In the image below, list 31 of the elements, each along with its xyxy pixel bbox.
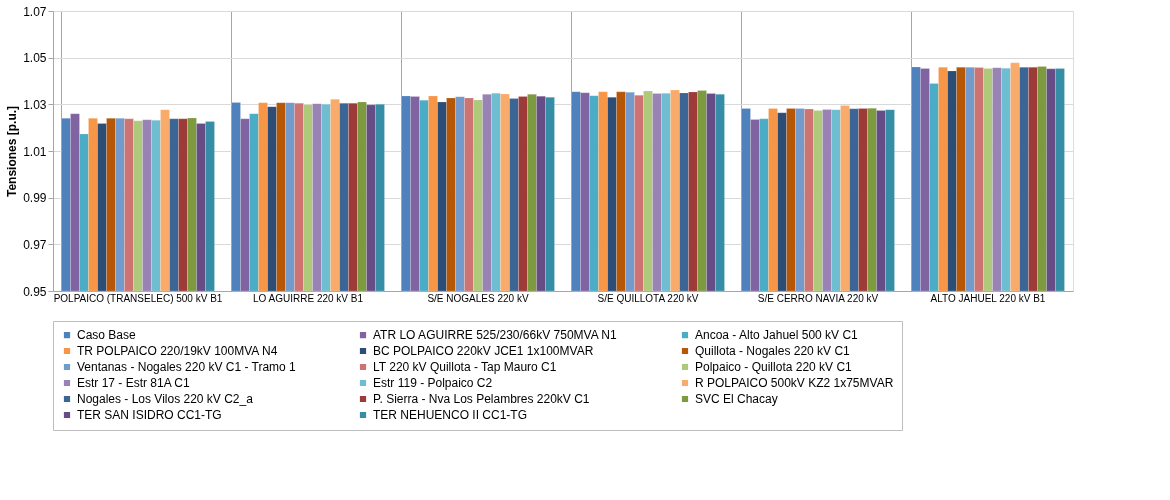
legend-label: Estr 17 - Estr 81A C1 xyxy=(77,376,191,390)
x-tick-label: S/E NOGALES 220 kV xyxy=(427,292,529,304)
legend-label: TER SAN ISIDRO CC1-TG xyxy=(77,408,222,422)
legend-label: Nogales - Los Vilos 220 kV C2_a xyxy=(77,392,254,406)
y-tick-label: 0.99 xyxy=(23,191,47,206)
y-tick-label: 1.07 xyxy=(23,4,47,19)
y-tick-label: 0.97 xyxy=(23,237,47,252)
x-tick-label: POLPAICO (TRANSELEC) 500 kV B1 xyxy=(53,292,223,304)
x-tick-label: ALTO JAHUEL 220 kV B1 xyxy=(930,292,1046,304)
y-axis-title: Tensiones [p.u.] xyxy=(5,105,20,198)
x-tick-label: LO AGUIRRE 220 kV B1 xyxy=(252,292,364,304)
legend-label: TR POLPAICO 220/19kV 100MVA N4 xyxy=(77,344,278,358)
legend-label: SVC El Chacay xyxy=(695,392,778,406)
legend-label: Estr 119 - Polpaico C2 xyxy=(373,376,493,390)
legend-label: TER NEHUENCO II CC1-TG xyxy=(373,408,528,422)
legend-label: Caso Base xyxy=(77,328,137,343)
x-tick-label: S/E QUILLOTA 220 kV xyxy=(597,292,699,304)
y-tick-label: 0.95 xyxy=(23,284,47,299)
legend-label: Ventanas - Nogales 220 kV C1 - Tramo 1 xyxy=(77,360,297,374)
legend-label: LT 220 kV Quillota - Tap Mauro C1 xyxy=(373,360,557,374)
legend-label: R POLPAICO 500kV KZ2 1x75MVAR xyxy=(695,376,894,390)
legend-label: Quillota - Nogales 220 kV C1 xyxy=(695,344,851,358)
legend-label: P. Sierra - Nva Los Pelambres 220kV C1 xyxy=(373,392,590,406)
legend-label: BC POLPAICO 220kV JCE1 1x100MVAR xyxy=(373,344,594,358)
legend-label: Ancoa - Alto Jahuel 500 kV C1 xyxy=(695,328,859,343)
legend-label: ATR LO AGUIRRE 525/230/66kV 750MVA N1 xyxy=(373,328,617,343)
y-tick-label: 1.01 xyxy=(23,144,47,159)
y-tick-label: 1.05 xyxy=(23,51,47,66)
y-tick-label: 1.03 xyxy=(23,97,47,112)
legend-label: Polpaico - Quillota 220 kV C1 xyxy=(695,360,853,374)
x-tick-label: S/E CERRO NAVIA 220 kV xyxy=(757,292,879,304)
